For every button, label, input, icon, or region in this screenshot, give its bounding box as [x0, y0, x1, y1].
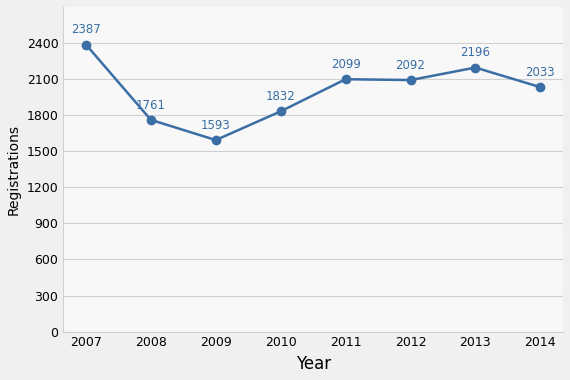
Text: 2033: 2033 [526, 66, 555, 79]
Y-axis label: Registrations: Registrations [7, 124, 21, 215]
Text: 1761: 1761 [136, 98, 166, 112]
Text: 2387: 2387 [71, 23, 101, 36]
X-axis label: Year: Year [296, 355, 331, 373]
Text: 1593: 1593 [201, 119, 231, 132]
Text: 2092: 2092 [396, 59, 425, 72]
Text: 2196: 2196 [461, 46, 490, 59]
Text: 2099: 2099 [331, 58, 361, 71]
Text: 1832: 1832 [266, 90, 296, 103]
